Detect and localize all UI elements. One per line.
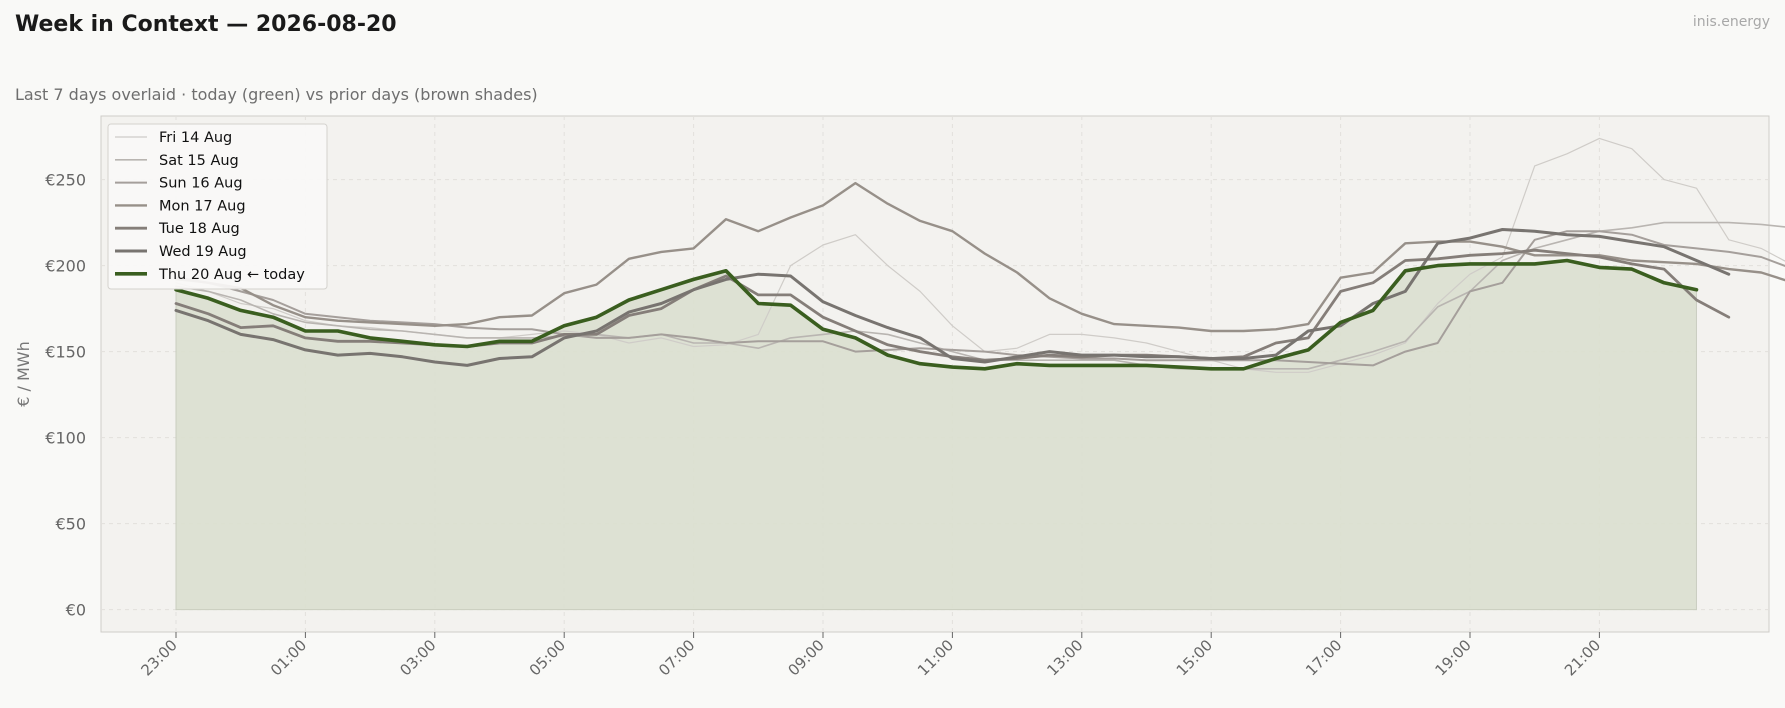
series-line-thu-20-aug [174, 258, 1699, 371]
legend-label: Sun 16 Aug [159, 176, 243, 192]
y-tick-label: €250 [45, 171, 86, 190]
brand-label: inis.energy [1692, 14, 1770, 30]
y-tick-label: €100 [45, 429, 86, 448]
x-tick-label: 09:00 [785, 636, 828, 679]
series-line-wed-19-aug [174, 228, 1731, 367]
legend-label: Tue 18 Aug [158, 221, 240, 237]
x-tick-label: 07:00 [655, 636, 698, 679]
x-tick-label: 01:00 [267, 636, 310, 679]
chart-title: Week in Context — 2026-08-20 [15, 12, 397, 37]
y-tick-label: €150 [45, 343, 86, 362]
chart-subtitle: Last 7 days overlaid · today (green) vs … [15, 85, 538, 104]
legend-label: Thu 20 Aug ← today [158, 267, 305, 283]
y-tick-label: €50 [55, 515, 86, 534]
legend-label: Sat 15 Aug [159, 153, 239, 169]
legend-label: Fri 14 Aug [159, 130, 232, 146]
legend-label: Wed 19 Aug [159, 244, 247, 260]
y-tick-label: €0 [66, 601, 86, 620]
x-tick-label: 11:00 [914, 636, 957, 679]
x-tick-label: 15:00 [1173, 636, 1216, 679]
legend: Fri 14 Aug Sat 15 Aug Sun 16 Aug Mon 17 Aug… [107, 123, 328, 290]
x-tick-label: 23:00 [138, 636, 181, 679]
x-tick-label: 05:00 [526, 636, 569, 679]
legend-label: Mon 17 Aug [159, 198, 246, 214]
y-axis-label: € / MWh [14, 341, 33, 407]
series-layer [174, 137, 1785, 373]
x-axis: 23:00 01:00 03:00 05:00 07:00 09:00 11:00 13:00… [138, 632, 1604, 679]
y-axis: €0 €50 €100 €150 €200 €250 [45, 171, 86, 620]
x-tick-label: 19:00 [1432, 636, 1475, 679]
series-line-mon-17-aug [174, 181, 1785, 333]
y-tick-label: €200 [45, 257, 86, 276]
x-tick-label: 17:00 [1302, 636, 1345, 679]
legend-box [107, 123, 328, 290]
x-tick-label: 21:00 [1561, 636, 1604, 679]
x-tick-label: 13:00 [1043, 636, 1086, 679]
x-tick-label: 03:00 [396, 636, 439, 679]
